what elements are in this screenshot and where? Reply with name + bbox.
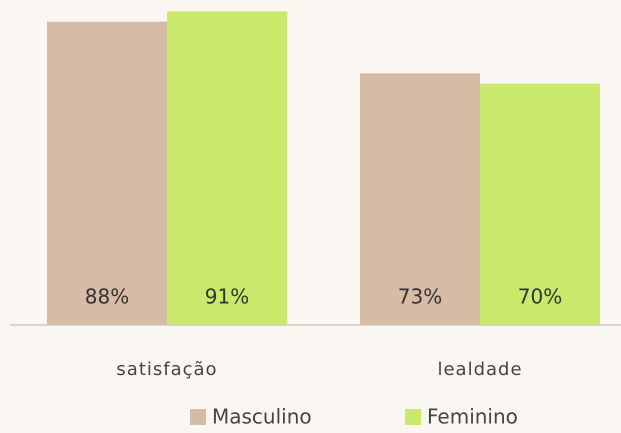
value-label: 73% [398, 285, 442, 309]
legend-label: Masculino [212, 405, 312, 429]
legend-label: Feminino [427, 405, 518, 429]
category-label: satisfação [116, 359, 217, 380]
legend-swatch [190, 409, 206, 425]
bar [360, 73, 480, 325]
value-label: 88% [85, 285, 129, 309]
bar [47, 21, 167, 326]
bar [167, 11, 287, 326]
category-label: lealdade [437, 359, 522, 380]
legend-swatch [405, 409, 421, 425]
bar [480, 83, 600, 325]
value-label: 70% [518, 285, 562, 309]
value-label: 91% [205, 285, 249, 309]
